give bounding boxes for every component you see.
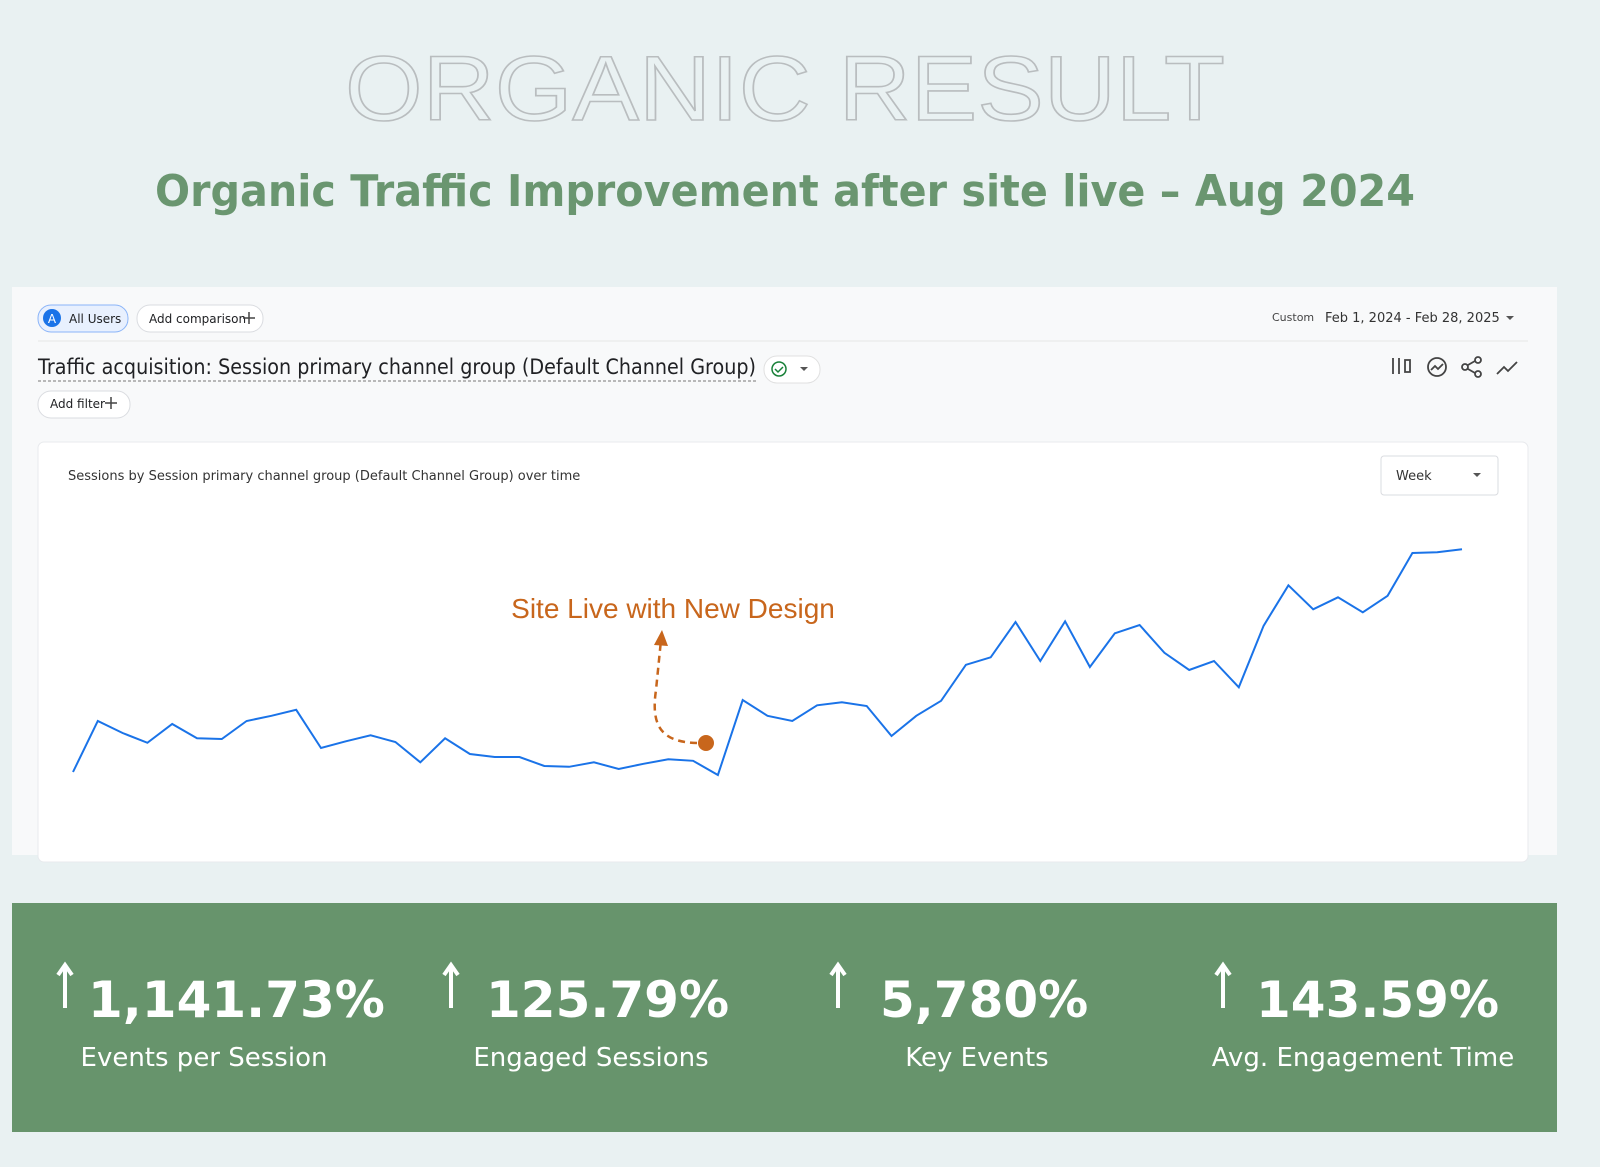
check-icon xyxy=(771,361,787,377)
dropdown-icon xyxy=(1473,473,1481,477)
plus-icon xyxy=(105,397,117,409)
arrow-head xyxy=(654,630,668,646)
stats-panel xyxy=(12,903,1557,1132)
stat-label: Events per Session xyxy=(81,1043,328,1073)
dropdown-icon xyxy=(1506,316,1514,320)
add-comparison-chip[interactable] xyxy=(136,304,264,333)
up-arrow xyxy=(442,961,460,1008)
stat-label: Engaged Sessions xyxy=(473,1043,708,1073)
check-mark xyxy=(774,366,784,374)
granularity-select[interactable] xyxy=(1380,455,1499,496)
chart-title: Sessions by Session primary channel grou… xyxy=(68,469,580,484)
toolbar-icons xyxy=(1392,356,1518,378)
add-comparison: Add comparison xyxy=(149,312,246,326)
segment-name: All Users xyxy=(69,312,121,326)
segment-badge-bg xyxy=(43,309,61,327)
stat-value: 143.59% xyxy=(1256,971,1499,1029)
stat-label: Avg. Engagement Time xyxy=(1212,1043,1514,1073)
up-arrow xyxy=(829,961,847,1008)
granularity: Week xyxy=(1396,469,1432,484)
plot xyxy=(72,548,1463,777)
chart-card xyxy=(37,441,1529,863)
annotation: Site Live with New Design xyxy=(511,593,835,624)
stats: 1,141.73% Events per Session 125.79% Engage… xyxy=(56,961,1514,1073)
segment-badge: A xyxy=(48,312,57,326)
add-filter: Add filter xyxy=(50,397,105,411)
segment-chip[interactable] xyxy=(37,304,129,333)
add-filter-chip[interactable] xyxy=(37,390,131,419)
banner: ORGANIC RESULT xyxy=(345,38,1225,140)
stat-value: 1,141.73% xyxy=(88,971,385,1029)
plus-icon xyxy=(243,312,255,324)
dropdown-icon xyxy=(800,367,808,371)
annotation-dot xyxy=(698,735,714,751)
stat-label: Key Events xyxy=(905,1043,1048,1073)
stat-value: 125.79% xyxy=(486,971,729,1029)
report-title: Traffic acquisition: Session primary cha… xyxy=(37,355,756,379)
up-arrow xyxy=(1214,961,1232,1008)
date-mode: Custom xyxy=(1272,311,1314,324)
date-range[interactable]: Feb 1, 2024 - Feb 28, 2025 xyxy=(1325,311,1500,326)
series-line xyxy=(72,548,1463,777)
up-arrow xyxy=(56,961,74,1008)
annotation-arrow xyxy=(653,639,698,745)
stat-value: 5,780% xyxy=(880,971,1088,1029)
page-title: Organic Traffic Improvement after site l… xyxy=(155,166,1415,217)
